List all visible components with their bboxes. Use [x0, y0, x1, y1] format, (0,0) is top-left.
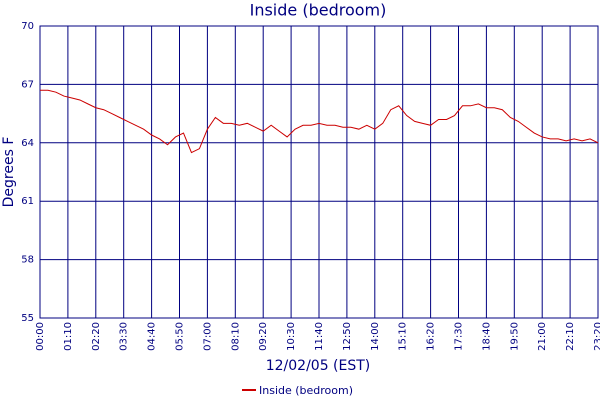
y-tick-label: 55: [21, 313, 34, 324]
y-tick-label: 61: [21, 196, 34, 207]
x-tick-label: 09:20: [258, 322, 269, 351]
x-axis-label: 12/02/05 (EST): [266, 358, 371, 374]
x-tick-label: 07:00: [202, 322, 213, 351]
chart-title: Inside (bedroom): [250, 1, 387, 20]
x-tick-label: 11:40: [314, 322, 325, 351]
x-tick-label: 18:40: [481, 322, 492, 351]
x-tick-label: 05:50: [175, 322, 186, 351]
y-tick-label: 64: [21, 138, 34, 149]
x-tick-label: 08:10: [230, 322, 241, 351]
x-tick-label: 22:10: [565, 322, 576, 351]
legend-label: Inside (bedroom): [259, 384, 353, 397]
x-tick-label: 00:00: [35, 322, 46, 351]
x-tick-label: 01:10: [63, 322, 74, 351]
y-tick-label: 70: [21, 21, 34, 32]
x-tick-label: 15:10: [398, 322, 409, 351]
x-tick-label: 17:30: [454, 322, 465, 351]
x-tick-label: 23:20: [593, 322, 600, 351]
x-tick-label: 04:40: [147, 322, 158, 351]
x-tick-label: 14:00: [370, 322, 381, 351]
x-tick-label: 16:20: [426, 322, 437, 351]
y-axis-label: Degrees F: [1, 137, 17, 208]
x-tick-label: 02:20: [91, 322, 102, 351]
x-tick-label: 10:30: [286, 322, 297, 351]
y-tick-label: 58: [21, 255, 34, 266]
x-tick-label: 12:50: [342, 322, 353, 351]
x-tick-label: 19:50: [509, 322, 520, 351]
y-tick-label: 67: [21, 79, 34, 90]
x-tick-label: 03:30: [119, 322, 130, 351]
data-line: [40, 89, 599, 154]
x-tick-label: 21:00: [537, 322, 548, 351]
plot-border: [39, 25, 599, 319]
